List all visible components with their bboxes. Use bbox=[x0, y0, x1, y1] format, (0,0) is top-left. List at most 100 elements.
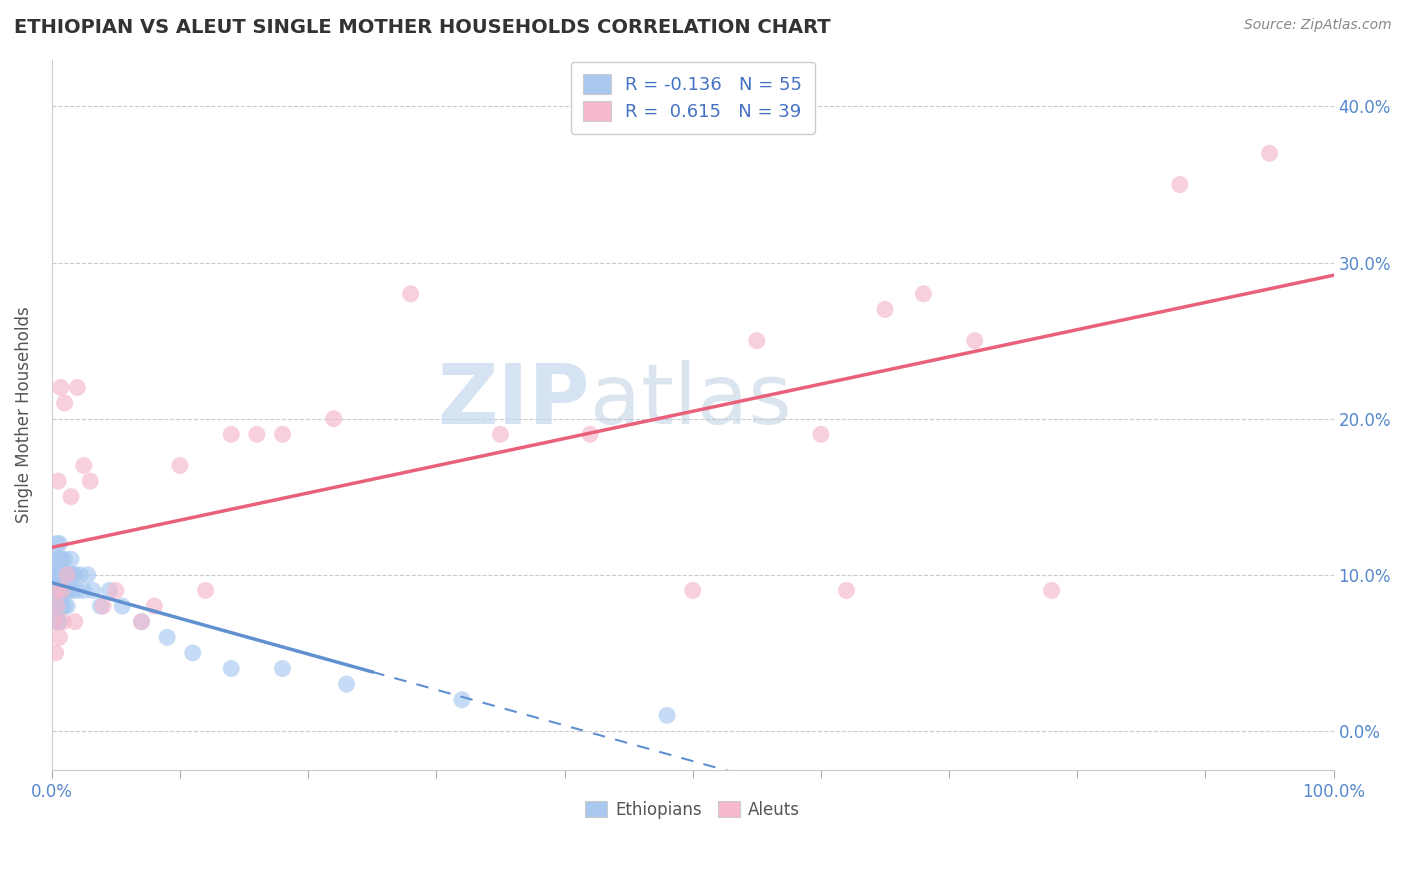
Point bbox=[66, 583, 89, 598]
Point bbox=[76, 567, 98, 582]
Point bbox=[45, 615, 67, 629]
Point bbox=[49, 583, 72, 598]
Point bbox=[46, 599, 69, 613]
Point bbox=[169, 458, 191, 473]
Point bbox=[1040, 583, 1063, 598]
Point bbox=[56, 567, 79, 582]
Text: ZIP: ZIP bbox=[437, 360, 591, 441]
Point bbox=[59, 552, 82, 566]
Point bbox=[51, 567, 73, 582]
Point bbox=[53, 599, 76, 613]
Point bbox=[69, 567, 91, 582]
Point bbox=[336, 677, 359, 691]
Point bbox=[73, 583, 96, 598]
Point bbox=[63, 615, 86, 629]
Point bbox=[63, 567, 86, 582]
Point bbox=[49, 552, 72, 566]
Point bbox=[51, 552, 73, 566]
Point bbox=[655, 708, 678, 723]
Point bbox=[45, 583, 67, 598]
Point bbox=[58, 567, 80, 582]
Point bbox=[104, 583, 127, 598]
Point bbox=[59, 490, 82, 504]
Point bbox=[271, 661, 294, 675]
Point bbox=[52, 567, 75, 582]
Point bbox=[53, 552, 76, 566]
Point bbox=[56, 567, 79, 582]
Point bbox=[48, 615, 70, 629]
Point bbox=[873, 302, 896, 317]
Point bbox=[399, 286, 422, 301]
Point bbox=[44, 583, 66, 598]
Point bbox=[489, 427, 512, 442]
Point bbox=[48, 630, 70, 644]
Point bbox=[45, 646, 67, 660]
Point bbox=[49, 599, 72, 613]
Point bbox=[44, 615, 66, 629]
Point bbox=[143, 599, 166, 613]
Point bbox=[156, 630, 179, 644]
Point bbox=[1168, 178, 1191, 192]
Y-axis label: Single Mother Households: Single Mother Households bbox=[15, 307, 32, 524]
Point bbox=[55, 567, 77, 582]
Point bbox=[60, 583, 83, 598]
Point bbox=[98, 583, 121, 598]
Point bbox=[59, 583, 82, 598]
Point bbox=[46, 474, 69, 488]
Point bbox=[73, 458, 96, 473]
Point bbox=[45, 552, 67, 566]
Point bbox=[810, 427, 832, 442]
Point bbox=[912, 286, 935, 301]
Point bbox=[451, 692, 474, 706]
Point bbox=[963, 334, 986, 348]
Point bbox=[131, 615, 153, 629]
Point bbox=[51, 599, 73, 613]
Point bbox=[219, 661, 242, 675]
Point bbox=[579, 427, 602, 442]
Text: atlas: atlas bbox=[591, 360, 792, 441]
Point bbox=[59, 567, 82, 582]
Point bbox=[55, 583, 77, 598]
Point bbox=[246, 427, 269, 442]
Point bbox=[835, 583, 858, 598]
Point bbox=[194, 583, 217, 598]
Point bbox=[45, 599, 67, 613]
Point bbox=[46, 567, 69, 582]
Text: Source: ZipAtlas.com: Source: ZipAtlas.com bbox=[1244, 18, 1392, 32]
Point bbox=[219, 427, 242, 442]
Point bbox=[322, 411, 344, 425]
Point bbox=[48, 536, 70, 550]
Point bbox=[111, 599, 134, 613]
Point bbox=[89, 599, 111, 613]
Point bbox=[79, 474, 101, 488]
Point bbox=[62, 567, 84, 582]
Point bbox=[91, 599, 114, 613]
Point bbox=[53, 396, 76, 410]
Point bbox=[45, 567, 67, 582]
Point bbox=[52, 583, 75, 598]
Legend: Ethiopians, Aleuts: Ethiopians, Aleuts bbox=[578, 794, 807, 826]
Point bbox=[45, 599, 67, 613]
Point bbox=[682, 583, 704, 598]
Point bbox=[52, 615, 75, 629]
Point bbox=[181, 646, 204, 660]
Point bbox=[48, 567, 70, 582]
Point bbox=[45, 583, 67, 598]
Point bbox=[56, 599, 79, 613]
Text: ETHIOPIAN VS ALEUT SINGLE MOTHER HOUSEHOLDS CORRELATION CHART: ETHIOPIAN VS ALEUT SINGLE MOTHER HOUSEHO… bbox=[14, 18, 831, 37]
Point bbox=[46, 615, 69, 629]
Point bbox=[53, 583, 76, 598]
Point bbox=[45, 536, 67, 550]
Point bbox=[42, 599, 65, 613]
Point bbox=[49, 380, 72, 394]
Point bbox=[48, 583, 70, 598]
Point bbox=[44, 567, 66, 582]
Point bbox=[745, 334, 768, 348]
Point bbox=[1258, 146, 1281, 161]
Point bbox=[51, 583, 73, 598]
Point bbox=[46, 552, 69, 566]
Point bbox=[131, 615, 153, 629]
Point bbox=[66, 380, 89, 394]
Point bbox=[271, 427, 294, 442]
Point bbox=[82, 583, 104, 598]
